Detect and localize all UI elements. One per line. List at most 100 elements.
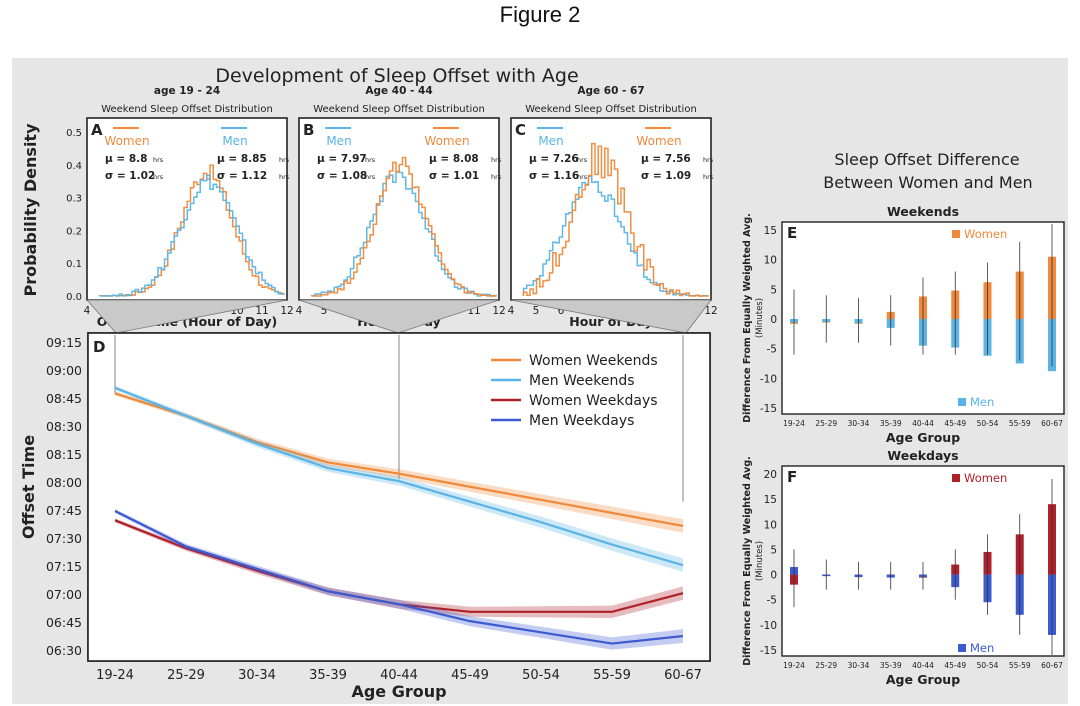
panel-A-letter: A xyxy=(91,121,103,139)
panel-D-series-line-3 xyxy=(114,510,684,645)
panel-B-sigma: σ = 1.01 xyxy=(429,170,479,182)
panel-A-histogram-men xyxy=(99,174,285,297)
panel-A-ytick: 0.2 xyxy=(66,226,82,237)
panel-A-legend-label: Men xyxy=(222,134,247,148)
panel-A-ylabel: Probability Density xyxy=(21,123,40,297)
panel-E-xtick: 19-24 xyxy=(783,419,805,428)
panel-B-letter: B xyxy=(303,121,314,139)
panel-F-title: Weekdays xyxy=(887,448,958,463)
panel-E-ytick: -10 xyxy=(760,373,777,385)
panel-E-ytick: 15 xyxy=(764,225,777,237)
panel-B-mu: μ = 7.97 xyxy=(317,153,367,165)
panel-D-band-0 xyxy=(115,391,683,533)
panel-D-ytick: 06:30 xyxy=(46,643,82,658)
panel-D-ylabel: Offset Time xyxy=(19,435,38,539)
panel-E-xtick: 30-34 xyxy=(848,419,870,428)
panel-A-subtitle: Weekend Sleep Offset Distribution xyxy=(101,104,273,115)
panel-A-unit: hrs xyxy=(279,173,290,181)
panel-F-ylabel-unit: (Minutes) xyxy=(755,541,765,581)
panel-F-xtick: 60-67 xyxy=(1041,661,1063,670)
main-title: Development of Sleep Offset with Age xyxy=(215,65,578,87)
panel-F-xtick: 25-29 xyxy=(815,661,837,670)
panel-C-xtick: 5 xyxy=(533,305,540,317)
panel-E-ytick: 5 xyxy=(770,284,777,296)
panel-E-ytick: 10 xyxy=(764,255,777,267)
panel-D-ytick: 07:30 xyxy=(46,531,82,546)
panel-C-xtick: 12 xyxy=(704,305,717,317)
panel-D-legend-label: Men Weekends xyxy=(529,373,635,389)
panel-F-xtick: 19-24 xyxy=(783,661,805,670)
panel-A-unit: hrs xyxy=(279,156,290,164)
panel-F-ytick: 20 xyxy=(764,469,777,481)
panel-A-sigma: σ = 1.12 xyxy=(217,170,267,182)
panel-B-title: Age 40 - 44 xyxy=(365,85,432,97)
panel-E-xtick: 35-39 xyxy=(880,419,902,428)
panel-A-ytick: 0.5 xyxy=(66,128,82,139)
panel-E-xtick: 55-59 xyxy=(1009,419,1031,428)
panel-A-xtick: 4 xyxy=(84,305,91,317)
panel-C-frame xyxy=(510,117,712,301)
panel-B-subtitle: Weekend Sleep Offset Distribution xyxy=(313,104,485,115)
panel-D-legend-label: Men Weekdays xyxy=(529,413,634,429)
panel-A-unit: hrs xyxy=(153,173,164,181)
panel-E-letter: E xyxy=(787,224,797,242)
panel-D-xlabel: Age Group xyxy=(351,682,446,701)
panel-F-legend-women: Women xyxy=(964,471,1007,485)
panel-D-ytick: 09:15 xyxy=(46,335,82,350)
right-title-line1: Sleep Offset Difference xyxy=(834,150,1019,169)
panel-C-title: Age 60 - 67 xyxy=(577,85,644,97)
panel-D-ytick: 08:45 xyxy=(46,391,82,406)
panel-E-xtick: 60-67 xyxy=(1041,419,1063,428)
zoom-wedge xyxy=(298,299,500,334)
panel-A-ytick: 0.1 xyxy=(66,259,82,270)
panel-E-legend-women: Women xyxy=(964,227,1007,241)
panel-D-xtick: 35-39 xyxy=(309,668,347,683)
panel-F-xtick: 50-54 xyxy=(977,661,999,670)
panel-F-ytick: 10 xyxy=(764,519,777,531)
panel-D-series-line-1 xyxy=(114,386,684,567)
panel-D-xtick: 19-24 xyxy=(96,668,134,683)
zoom-wedge xyxy=(86,299,288,334)
panel-E-legend-swatch-men xyxy=(958,398,966,406)
panel-F-xtick: 40-44 xyxy=(912,661,934,670)
panel-D-ytick: 07:45 xyxy=(46,503,82,518)
panel-C-xtick: 4 xyxy=(508,305,515,317)
panel-F-legend-swatch-men xyxy=(958,644,966,652)
panel-D-xtick: 60-67 xyxy=(664,668,702,683)
panel-F-legend-swatch-women xyxy=(952,474,960,482)
panel-C-unit: hrs xyxy=(577,156,588,164)
panel-D-legend-label: Women Weekdays xyxy=(529,393,658,409)
panel-F-xlabel: Age Group xyxy=(886,672,960,687)
panel-D-ytick: 08:15 xyxy=(46,447,82,462)
panel-D-ytick: 09:00 xyxy=(46,363,82,378)
panel-F-ytick: -15 xyxy=(760,645,777,657)
panel-B-unit: hrs xyxy=(491,173,502,181)
panel-E-ytick: -15 xyxy=(760,403,777,415)
panel-A-mu: μ = 8.85 xyxy=(217,153,267,165)
panel-F-xtick: 30-34 xyxy=(848,661,870,670)
panel-A-ytick: 0.4 xyxy=(66,161,82,172)
panel-F-xtick: 55-59 xyxy=(1009,661,1031,670)
panel-E-xtick: 25-29 xyxy=(815,419,837,428)
panel-B-legend-label: Women xyxy=(424,134,469,148)
panel-D-xtick: 45-49 xyxy=(451,668,489,683)
panel-A-mu: μ = 8.8 xyxy=(105,153,147,165)
panel-B-xtick: 5 xyxy=(321,305,328,317)
panel-E-legend-men: Men xyxy=(970,395,994,409)
panel-A-unit: hrs xyxy=(153,156,164,164)
right-title-line2: Between Women and Men xyxy=(823,173,1032,192)
panel-B-histogram-women xyxy=(310,156,497,297)
panel-F-ytick: -10 xyxy=(760,620,777,632)
panel-D-xtick: 40-44 xyxy=(380,668,418,683)
panel-C-mu: μ = 7.56 xyxy=(641,153,691,165)
panel-E-xtick: 45-49 xyxy=(944,419,966,428)
panel-E-legend-swatch-women xyxy=(952,230,960,238)
panel-E-ylabel: Difference From Equally Weighted Avg. xyxy=(742,213,753,422)
panel-B-unit: hrs xyxy=(365,156,376,164)
panel-A-xtick: 11 xyxy=(255,305,268,317)
panel-F-xtick: 45-49 xyxy=(944,661,966,670)
panel-E-xtick: 50-54 xyxy=(977,419,999,428)
panel-D-ytick: 07:00 xyxy=(46,587,82,602)
panel-F-xtick: 35-39 xyxy=(880,661,902,670)
panel-E-ytick: -5 xyxy=(767,344,777,356)
